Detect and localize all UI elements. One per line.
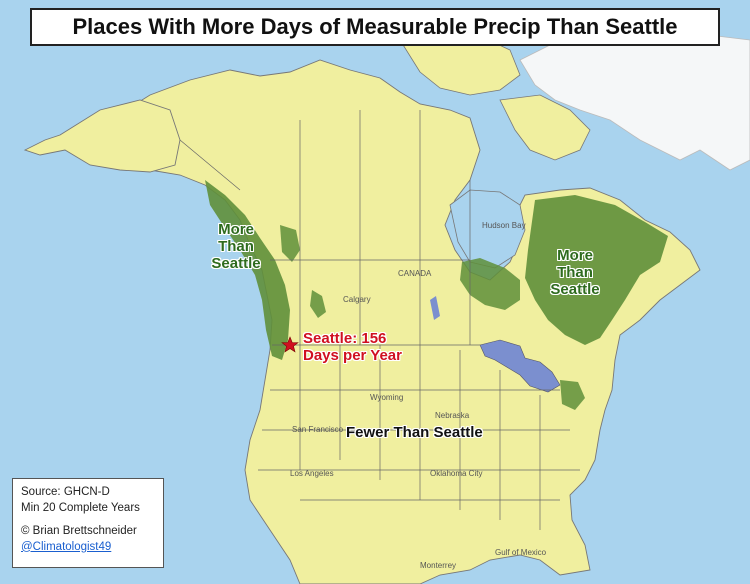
wyoming-label: Wyoming	[370, 393, 403, 402]
source-text: Source: GHCN-D	[21, 486, 110, 498]
nebraska-label: Nebraska	[435, 411, 470, 420]
title-box: Places With More Days of Measurable Prec…	[30, 8, 720, 46]
more-west-line3: Seattle	[211, 254, 261, 272]
baffin-island	[499, 94, 591, 161]
more-east-line1: More	[557, 247, 593, 264]
canada-label: CANADA	[398, 269, 432, 278]
gulf-label: Gulf of Mexico	[495, 548, 547, 557]
more-west-line1: More	[218, 221, 254, 238]
calgary-label: Calgary	[343, 295, 371, 304]
lake-winnipeg	[430, 296, 440, 320]
fewer-than-label: Fewer Than Seattle	[346, 424, 483, 441]
more-than-rockies	[310, 290, 326, 318]
oklahoma-city-label: Oklahoma City	[430, 469, 482, 478]
seattle-label-line1: Seattle: 156	[303, 330, 387, 347]
more-than-east-canada	[525, 195, 668, 345]
los-angeles-label: Los Angeles	[290, 469, 334, 478]
borders	[179, 110, 580, 530]
san-francisco-label: San Francisco	[292, 425, 344, 434]
hudson-bay-label: Hudson Bay	[482, 221, 526, 230]
more-than-west-coast	[205, 180, 290, 360]
hudson-bay	[449, 189, 526, 269]
twitter-handle-link[interactable]: @Climatologist49	[21, 540, 112, 553]
more-than-bc-interior	[280, 225, 300, 262]
seattle-label-line2: Days per Year	[303, 346, 402, 364]
more-east-line3: Seattle	[550, 280, 600, 298]
monterrey-label: Monterrey	[420, 561, 456, 570]
map-title: Places With More Days of Measurable Prec…	[72, 14, 678, 39]
info-box: Source: GHCN-D Min 20 Complete Years © B…	[12, 478, 164, 568]
more-than-west-label: More Than Seattle	[206, 221, 266, 272]
star-icon	[281, 336, 299, 353]
alaska	[23, 99, 181, 173]
great-lakes	[479, 339, 561, 393]
more-than-ontario	[460, 258, 520, 310]
more-east-line2: Than	[557, 263, 593, 281]
min-years-text: Min 20 Complete Years	[21, 501, 140, 514]
more-than-appalachia	[560, 380, 585, 410]
more-west-line2: Than	[218, 237, 254, 255]
credit-text: © Brian Brettschneider	[21, 525, 137, 538]
more-than-east-label: More Than Seattle	[542, 247, 608, 298]
seattle-label: Seattle: 156 Days per Year	[303, 330, 402, 365]
